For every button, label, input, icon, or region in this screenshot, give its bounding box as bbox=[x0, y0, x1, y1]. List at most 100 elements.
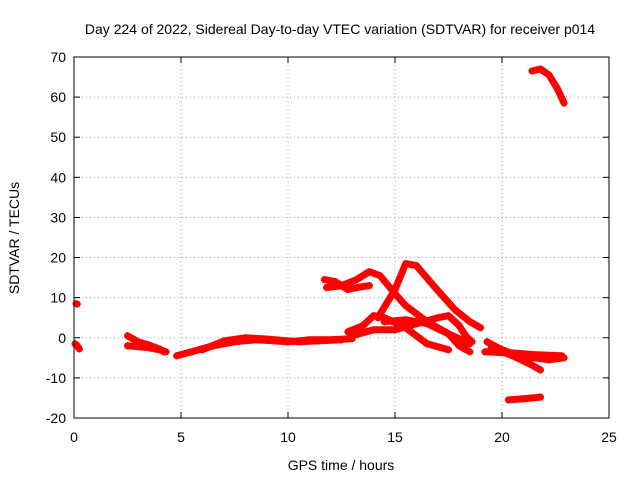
data-point bbox=[73, 300, 81, 308]
data-point bbox=[445, 330, 452, 338]
data-point bbox=[348, 332, 356, 340]
data-point bbox=[145, 344, 153, 352]
x-tick-label: 25 bbox=[601, 429, 617, 445]
data-point bbox=[466, 348, 474, 356]
plot-frame bbox=[73, 56, 610, 419]
data-point bbox=[338, 282, 345, 290]
data-point bbox=[537, 366, 545, 374]
data-point bbox=[423, 340, 431, 348]
y-tick-label: 70 bbox=[50, 49, 66, 65]
data-point bbox=[124, 342, 131, 350]
x-axis-label: GPS time / hours bbox=[288, 457, 395, 473]
data-point bbox=[504, 396, 512, 404]
x-tick-label: 10 bbox=[280, 429, 296, 445]
series-track-7 bbox=[320, 276, 373, 294]
series-track-4 bbox=[124, 342, 170, 356]
data-point bbox=[402, 302, 410, 310]
data-point bbox=[451, 306, 459, 314]
series-track bbox=[374, 260, 485, 332]
data-point bbox=[320, 276, 328, 284]
chart-title: Day 224 of 2022, Sidereal Day-to-day VTE… bbox=[85, 21, 595, 37]
series-track bbox=[481, 348, 566, 360]
data-point bbox=[445, 312, 452, 320]
data-point bbox=[554, 85, 562, 93]
data-point bbox=[359, 322, 367, 330]
data-point bbox=[560, 99, 568, 107]
data-point bbox=[509, 349, 517, 357]
data-point bbox=[466, 318, 474, 326]
data-point bbox=[391, 286, 399, 294]
data-point bbox=[134, 343, 142, 351]
series-track bbox=[380, 316, 474, 356]
x-tick-label: 0 bbox=[70, 429, 78, 445]
series-track-15 bbox=[481, 348, 566, 360]
data-point bbox=[323, 284, 331, 292]
data-point bbox=[483, 338, 491, 346]
data-point bbox=[430, 282, 438, 290]
data-point bbox=[537, 393, 545, 401]
data-point bbox=[173, 352, 181, 360]
data-point bbox=[380, 318, 388, 326]
data-point bbox=[462, 332, 470, 340]
data-point bbox=[477, 324, 485, 332]
data-point bbox=[558, 352, 566, 360]
y-tick-label: 50 bbox=[50, 129, 66, 145]
data-point bbox=[344, 328, 352, 336]
y-tick-label: 20 bbox=[50, 250, 66, 266]
data-point bbox=[241, 334, 249, 342]
y-tick-label: 40 bbox=[50, 169, 66, 185]
data-point bbox=[352, 276, 360, 284]
data-point bbox=[352, 284, 360, 292]
x-tick-label: 15 bbox=[387, 429, 403, 445]
data-point bbox=[391, 326, 399, 334]
data-point bbox=[344, 286, 352, 294]
data-point bbox=[519, 395, 527, 403]
series-track bbox=[528, 65, 568, 107]
data-point bbox=[124, 332, 131, 340]
y-tick-label: -20 bbox=[46, 410, 66, 426]
data-point bbox=[370, 312, 378, 320]
data-point bbox=[545, 71, 553, 79]
y-tick-label: -10 bbox=[46, 370, 66, 386]
data-point bbox=[370, 326, 378, 334]
data-point bbox=[455, 322, 463, 330]
data-point bbox=[295, 338, 303, 346]
y-axis-label: SDTVAR / TECUs bbox=[6, 182, 22, 294]
data-point bbox=[156, 346, 164, 354]
series-track-12 bbox=[380, 316, 474, 356]
data-point bbox=[530, 351, 538, 359]
y-tick-label: 10 bbox=[50, 290, 66, 306]
data-point bbox=[528, 67, 536, 75]
series-track bbox=[198, 334, 345, 354]
series-track-17 bbox=[528, 65, 568, 107]
data-point bbox=[365, 268, 373, 276]
data-point bbox=[412, 262, 420, 270]
y-tick-label: 0 bbox=[58, 330, 66, 346]
data-point bbox=[162, 348, 170, 356]
data-series bbox=[71, 65, 568, 404]
axis-ticks: 0 5 10 15 20 25 -20 -10 0 10 20 30 40 50 60 70 bbox=[46, 49, 617, 445]
data-point bbox=[402, 316, 410, 324]
data-point bbox=[526, 360, 534, 368]
series-track-2 bbox=[71, 340, 83, 353]
data-point bbox=[220, 337, 228, 345]
data-point bbox=[338, 336, 345, 344]
y-tick-label: 30 bbox=[50, 209, 66, 225]
data-point bbox=[402, 260, 410, 268]
x-tick-label: 5 bbox=[177, 429, 185, 445]
data-point bbox=[434, 314, 442, 322]
data-point bbox=[445, 346, 452, 354]
data-point bbox=[365, 282, 373, 290]
series-track-6 bbox=[198, 334, 345, 354]
data-point bbox=[423, 320, 431, 328]
x-tick-label: 20 bbox=[494, 429, 510, 445]
data-point bbox=[263, 335, 271, 343]
data-point bbox=[376, 272, 384, 280]
data-point bbox=[188, 348, 196, 356]
data-point bbox=[481, 348, 489, 356]
series-track-16 bbox=[504, 393, 545, 404]
data-point bbox=[455, 342, 463, 350]
data-point bbox=[198, 346, 206, 354]
data-point bbox=[75, 345, 83, 353]
